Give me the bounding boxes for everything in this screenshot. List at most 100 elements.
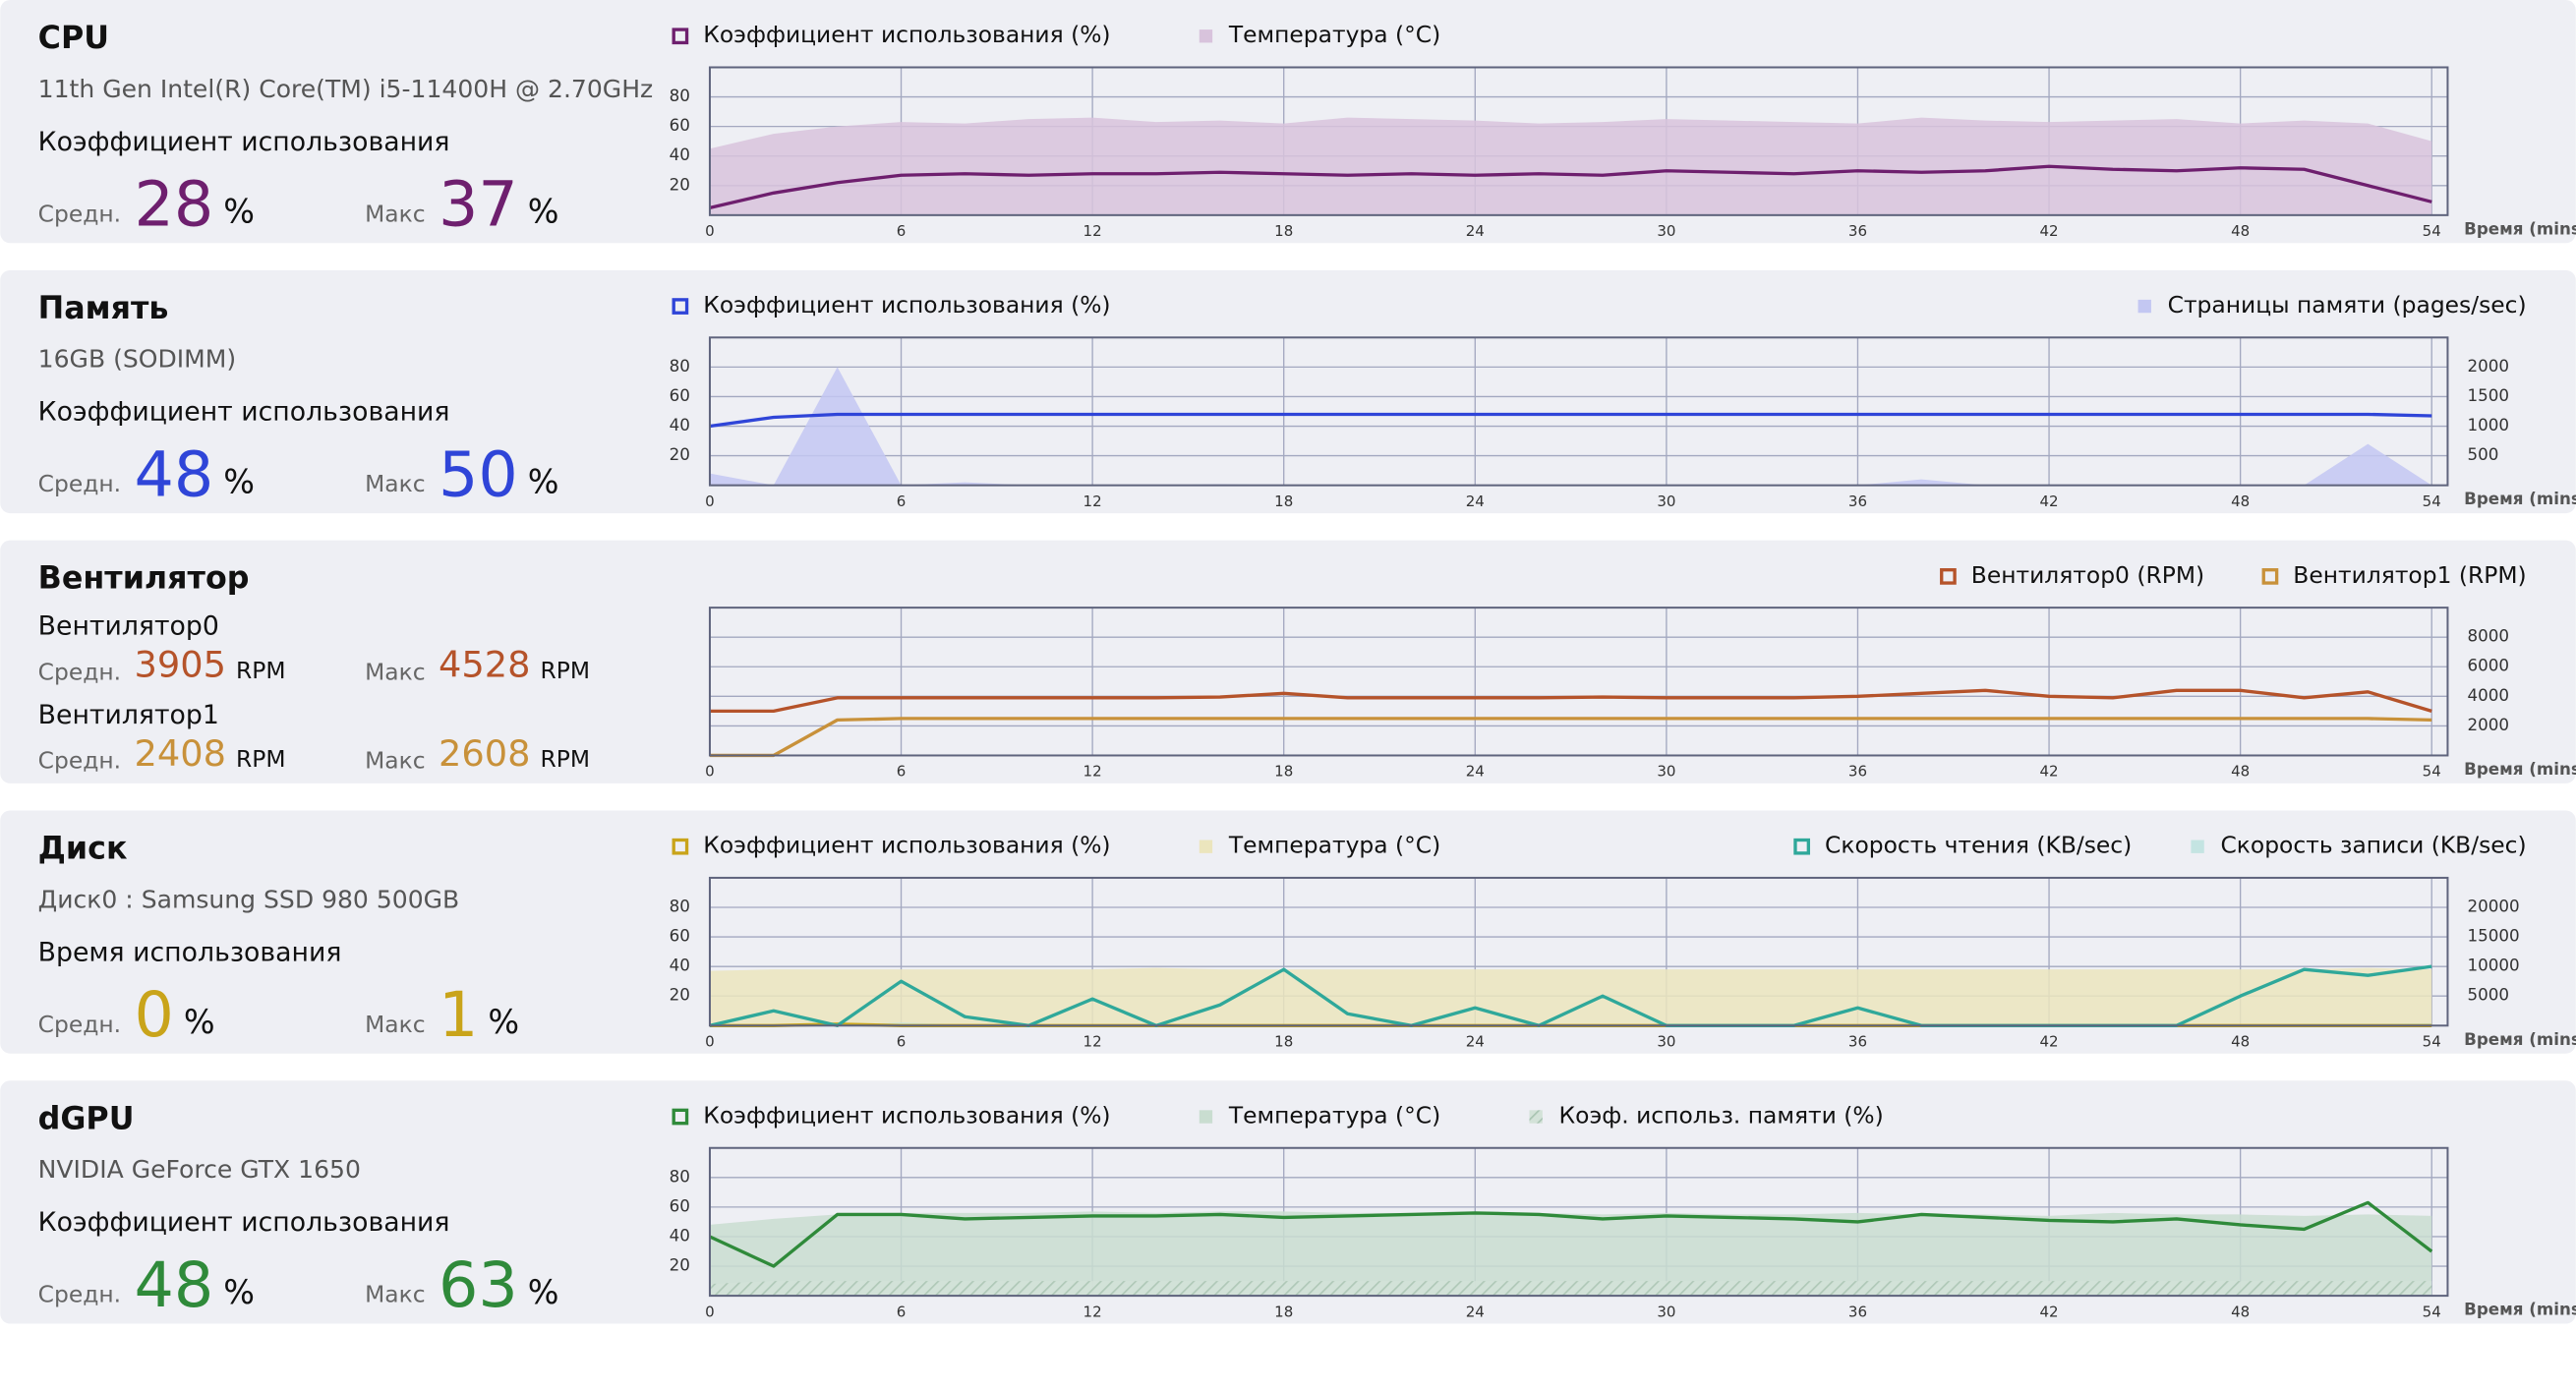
stat-unit: RPM [541, 745, 591, 773]
y-tick-label: 80 [670, 1166, 690, 1186]
y-tick-label: 20 [670, 1255, 690, 1275]
series-line [709, 688, 2432, 714]
x-tick-label: 30 [1657, 763, 1675, 781]
x-tick-label: 42 [2040, 222, 2059, 240]
series-line [709, 1200, 2433, 1268]
x-tick-label: 48 [2231, 763, 2250, 781]
stat-label: Макс [365, 470, 425, 497]
legend-label: Коэффициент использования (%) [703, 291, 1110, 319]
panel-subtitle: NVIDIA GeForce GTX 1650 [38, 1155, 361, 1184]
x-tick-label: 18 [1274, 1032, 1293, 1050]
x-tick-label: 18 [1274, 763, 1293, 781]
y-tick-label: 60 [670, 1195, 690, 1215]
series-area [709, 1281, 2432, 1297]
stat-unit: RPM [541, 657, 591, 684]
legend-marker [2137, 299, 2151, 314]
plot-border [708, 607, 2449, 757]
series-area [709, 967, 2432, 1026]
x-tick-label: 24 [1466, 1303, 1485, 1320]
series-line [709, 164, 2432, 209]
panel-subtitle: Диск0 : Samsung SSD 980 500GB [38, 885, 460, 913]
legend-label: Вентилятор1 (RPM) [2293, 561, 2526, 589]
stat-label: Макс [365, 1011, 425, 1038]
panel-subtitle: 16GB (SODIMM) [38, 345, 236, 374]
y2-tick-label: 6000 [2467, 656, 2508, 675]
stat-value: 4528 [439, 644, 531, 686]
y-tick-label: 80 [670, 897, 690, 916]
legend-marker [1529, 1110, 1543, 1124]
y-tick-label: 40 [670, 1225, 690, 1245]
legend-marker [1793, 838, 1811, 855]
x-tick-label: 36 [1848, 1303, 1867, 1320]
stat-unit: % [488, 1003, 519, 1041]
panel-title: dGPU [38, 1101, 135, 1136]
plot-border [708, 1146, 2449, 1298]
x-tick-label: 0 [705, 1303, 715, 1320]
legend-label: Температура (°C) [1228, 832, 1440, 859]
x-tick-label: 6 [897, 763, 907, 781]
x-tick-label: 24 [1466, 222, 1485, 240]
x-tick-label: 48 [2231, 1303, 2250, 1320]
stat-label: Макс [365, 658, 425, 685]
stat-value: 2608 [439, 732, 531, 775]
panel-title: CPU [38, 21, 109, 56]
legend-label: Скорость чтения (KB/sec) [1825, 832, 2132, 859]
legend-label: Коэффициент использования (%) [703, 832, 1110, 859]
panel-subtitle: 11th Gen Intel(R) Core(TM) i5-11400H @ 2… [38, 75, 654, 103]
legend-marker [1199, 840, 1213, 853]
stat-value: 37 [439, 168, 518, 241]
y2-tick-label: 2000 [2467, 356, 2508, 376]
group-label: Вентилятор1 [38, 700, 219, 730]
series-line [709, 717, 2432, 758]
legend-marker [2261, 568, 2279, 585]
stat-unit: % [223, 462, 255, 500]
legend-marker [1199, 1110, 1213, 1124]
x-tick-label: 42 [2040, 493, 2059, 510]
stat-unit: % [528, 193, 559, 231]
series-area [709, 117, 2432, 215]
x-axis-label: Время (mins) [2464, 759, 2576, 779]
legend-marker [672, 28, 689, 45]
x-tick-label: 12 [1083, 493, 1102, 510]
stat-label: Средн. [38, 658, 121, 685]
x-tick-label: 48 [2231, 1032, 2250, 1050]
x-tick-label: 30 [1657, 222, 1675, 240]
panel [0, 540, 2576, 783]
x-tick-label: 36 [1848, 763, 1867, 781]
x-tick-label: 24 [1466, 1032, 1485, 1050]
y-tick-label: 80 [670, 86, 690, 105]
y2-tick-label: 1500 [2467, 385, 2508, 405]
plot-border [708, 876, 2449, 1027]
x-tick-label: 54 [2423, 1032, 2441, 1050]
stat-value: 0 [134, 978, 173, 1051]
stat-unit: % [223, 193, 255, 231]
y2-tick-label: 500 [2467, 444, 2498, 464]
x-tick-label: 0 [705, 222, 715, 240]
plot-border [708, 336, 2449, 487]
y-tick-label: 40 [670, 415, 690, 435]
y2-tick-label: 4000 [2467, 685, 2508, 705]
x-tick-label: 30 [1657, 1032, 1675, 1050]
legend-marker [672, 298, 689, 315]
group-label: Вентилятор0 [38, 611, 219, 642]
y-tick-label: 20 [670, 174, 690, 194]
x-tick-label: 36 [1848, 1032, 1867, 1050]
stat-value: 63 [439, 1248, 518, 1321]
x-tick-label: 6 [897, 493, 907, 510]
stat-unit: % [528, 1273, 559, 1311]
legend-marker [672, 838, 689, 855]
stat-value: 1 [439, 978, 478, 1051]
x-axis-label: Время (mins) [2464, 218, 2576, 238]
y2-tick-label: 20000 [2467, 897, 2519, 916]
stat-value: 50 [439, 438, 518, 511]
x-tick-label: 0 [705, 763, 715, 781]
legend-label: Температура (°C) [1228, 21, 1440, 48]
x-tick-label: 12 [1083, 1303, 1102, 1320]
x-tick-label: 54 [2423, 1303, 2441, 1320]
stat-label: Макс [365, 200, 425, 227]
legend-label: Коэффициент использования (%) [703, 1102, 1110, 1130]
x-tick-label: 18 [1274, 222, 1293, 240]
x-tick-label: 36 [1848, 222, 1867, 240]
y-tick-label: 20 [670, 985, 690, 1005]
